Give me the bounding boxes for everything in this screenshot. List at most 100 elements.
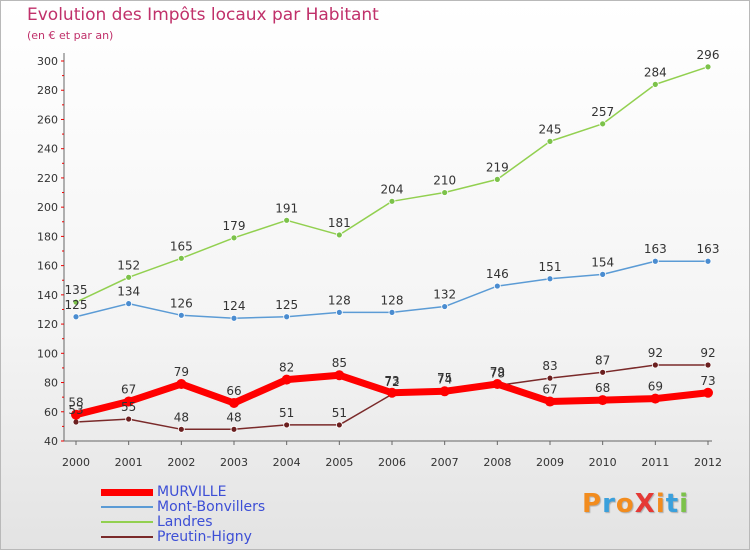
data-point: [125, 415, 133, 423]
data-point: [283, 421, 291, 429]
y-tick-label: 160: [37, 260, 58, 273]
y-tick-label: 260: [37, 113, 58, 126]
data-label: 165: [170, 239, 193, 253]
data-label: 53: [68, 403, 83, 417]
data-label: 55: [121, 400, 136, 414]
data-label: 125: [275, 298, 298, 312]
legend-swatch: [101, 536, 153, 538]
data-label: 296: [697, 48, 720, 62]
data-label: 83: [542, 359, 557, 373]
data-label: 79: [174, 365, 189, 379]
data-label: 126: [170, 296, 193, 310]
y-tick-label: 40: [44, 435, 58, 448]
data-point: [439, 386, 450, 397]
data-point: [388, 197, 396, 205]
data-label: 134: [117, 285, 140, 299]
data-label: 87: [595, 353, 610, 367]
data-label: 204: [381, 182, 404, 196]
data-point: [123, 396, 134, 407]
data-point: [177, 254, 185, 262]
data-point: [72, 313, 80, 321]
data-label: 284: [644, 65, 667, 79]
y-tick-label: 60: [44, 406, 58, 419]
legend-swatch: [101, 506, 153, 508]
data-point: [546, 374, 554, 382]
data-label: 179: [223, 219, 246, 233]
data-label: 73: [384, 374, 399, 388]
data-point: [441, 189, 449, 196]
data-label: 146: [486, 267, 509, 281]
data-point: [229, 398, 239, 408]
y-tick-label: 100: [37, 347, 58, 360]
data-label: 163: [644, 242, 667, 256]
data-label: 79: [490, 365, 505, 379]
legend-label: Preutin-Higny: [157, 529, 252, 545]
data-label: 191: [275, 201, 298, 215]
data-label: 125: [65, 298, 88, 312]
data-label: 72: [384, 375, 399, 389]
data-point: [597, 395, 608, 406]
y-tick-label: 120: [37, 318, 58, 331]
legend-label: Landres: [157, 514, 213, 530]
data-label: 257: [591, 105, 614, 119]
data-label: 181: [328, 216, 351, 230]
x-tick-label: 2006: [378, 456, 406, 469]
legend-swatch: [101, 521, 153, 523]
legend-swatch: [101, 488, 153, 496]
data-point: [704, 63, 712, 71]
data-point: [281, 374, 292, 385]
data-point: [546, 275, 554, 283]
data-point: [230, 425, 238, 433]
data-label: 67: [542, 383, 557, 397]
data-point: [492, 379, 503, 389]
data-point: [230, 234, 238, 242]
data-label: 51: [332, 406, 347, 420]
data-label: 74: [437, 372, 452, 386]
data-label: 152: [117, 258, 140, 272]
x-tick-label: 2007: [431, 456, 459, 469]
x-tick-label: 2002: [167, 456, 195, 469]
data-point: [388, 308, 396, 316]
chart-subtitle: (en € et par an): [27, 29, 114, 42]
data-point: [283, 313, 291, 321]
legend-label: Mont-Bonvillers: [157, 499, 266, 515]
x-tick-label: 2011: [641, 456, 669, 469]
data-point: [493, 282, 501, 290]
data-label: 128: [381, 293, 404, 307]
data-point: [177, 425, 185, 433]
data-label: 75: [437, 371, 452, 385]
data-label: 135: [65, 283, 88, 297]
data-point: [546, 137, 554, 145]
data-point: [599, 368, 607, 376]
y-tick-label: 180: [37, 230, 58, 243]
y-tick-label: 140: [37, 289, 58, 302]
data-point: [335, 231, 343, 239]
data-point: [72, 298, 80, 306]
data-point: [651, 80, 659, 88]
data-label: 245: [539, 122, 562, 136]
data-label: 58: [68, 396, 83, 410]
data-point: [651, 257, 659, 265]
x-tick-label: 2009: [536, 456, 564, 469]
data-label: 66: [226, 384, 241, 398]
x-tick-label: 2001: [115, 456, 143, 469]
data-point: [177, 311, 185, 319]
x-tick-label: 2004: [273, 456, 301, 469]
data-label: 51: [279, 406, 294, 420]
data-point: [176, 379, 187, 389]
data-label: 68: [595, 381, 610, 395]
data-point: [599, 270, 607, 278]
data-label: 124: [223, 299, 246, 313]
data-point: [493, 175, 501, 183]
data-point: [230, 314, 238, 322]
data-label: 48: [226, 410, 241, 424]
y-tick-label: 300: [37, 55, 58, 68]
data-point: [545, 396, 555, 407]
data-label: 48: [174, 410, 189, 424]
data-label: 92: [700, 346, 715, 360]
data-label: 210: [433, 174, 456, 188]
data-point: [387, 387, 397, 398]
x-tick-label: 2000: [62, 456, 90, 469]
data-point: [704, 257, 712, 265]
